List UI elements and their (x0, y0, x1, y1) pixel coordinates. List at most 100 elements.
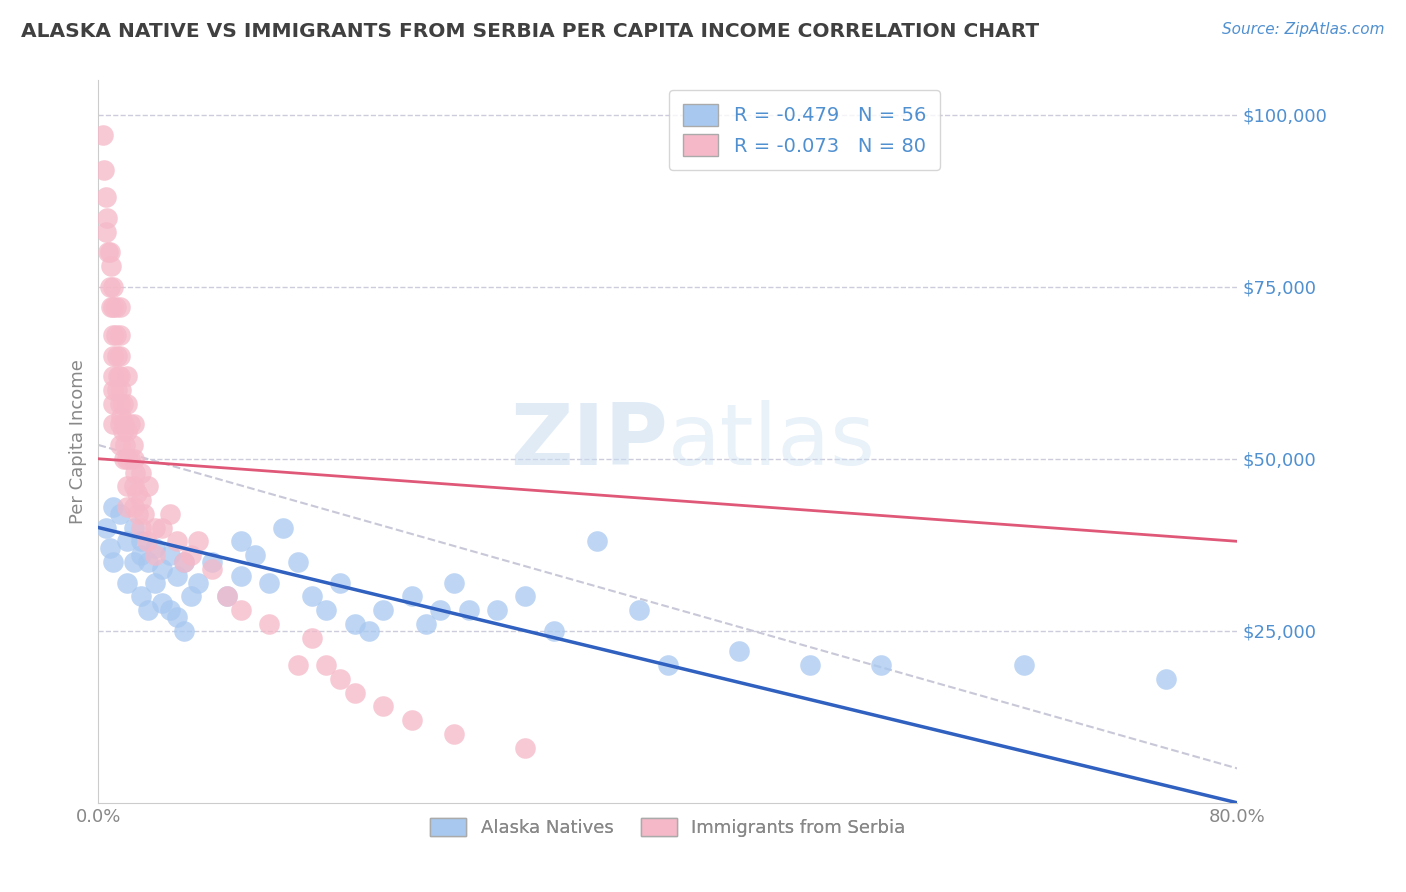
Point (145, 548, 167, 562)
Point (728, 644, 751, 658)
Point (108, 301, 131, 315)
Point (259, 616, 281, 631)
Point (111, 397, 134, 411)
Point (94, 225, 117, 239)
Point (108, 327, 131, 342)
Point (315, 658, 337, 673)
Point (101, 301, 124, 315)
Point (93, 162, 115, 177)
Point (273, 520, 295, 534)
Point (105, 349, 128, 363)
Point (115, 479, 138, 493)
Point (115, 424, 138, 438)
Point (101, 397, 124, 411)
Point (129, 493, 152, 508)
Point (132, 507, 155, 521)
Y-axis label: Per Capita Income: Per Capita Income (69, 359, 87, 524)
Point (101, 555, 124, 569)
Point (122, 451, 145, 466)
Point (145, 520, 167, 534)
Point (129, 548, 152, 562)
Point (118, 451, 141, 466)
Point (129, 520, 152, 534)
Point (145, 541, 167, 556)
Point (357, 624, 380, 638)
Point (107, 369, 129, 384)
Point (166, 610, 188, 624)
Point (515, 590, 537, 604)
Point (121, 438, 143, 452)
Point (443, 575, 465, 590)
Point (94, 190, 117, 204)
Point (215, 590, 238, 604)
Point (1012, 658, 1035, 673)
Point (101, 500, 124, 514)
Point (187, 575, 209, 590)
Point (100, 301, 122, 315)
Point (443, 727, 465, 741)
Point (415, 616, 437, 631)
Point (129, 590, 152, 604)
Point (101, 349, 124, 363)
Point (112, 451, 135, 466)
Point (115, 575, 138, 590)
Point (112, 417, 135, 432)
Point (159, 603, 181, 617)
Point (1154, 672, 1177, 686)
Point (180, 590, 202, 604)
Point (108, 438, 131, 452)
Point (129, 534, 152, 549)
Point (104, 327, 127, 342)
Point (543, 624, 565, 638)
Point (173, 555, 195, 569)
Point (114, 438, 136, 452)
Point (187, 534, 209, 549)
Text: ALASKA NATIVE VS IMMIGRANTS FROM SERBIA PER CAPITA INCOME CORRELATION CHART: ALASKA NATIVE VS IMMIGRANTS FROM SERBIA … (21, 22, 1039, 41)
Point (329, 672, 352, 686)
Point (173, 624, 195, 638)
Text: ZIP: ZIP (510, 400, 668, 483)
Point (96, 211, 118, 225)
Point (108, 507, 131, 521)
Point (152, 596, 174, 610)
Point (122, 417, 145, 432)
Point (115, 534, 138, 549)
Point (329, 575, 352, 590)
Point (343, 686, 366, 700)
Point (173, 555, 195, 569)
Point (98, 245, 121, 260)
Point (159, 507, 181, 521)
Point (657, 658, 679, 673)
Point (229, 603, 252, 617)
Point (111, 424, 134, 438)
Point (105, 383, 128, 397)
Point (201, 555, 224, 569)
Point (373, 699, 395, 714)
Point (870, 658, 893, 673)
Point (108, 397, 131, 411)
Point (101, 327, 124, 342)
Point (229, 534, 252, 549)
Point (180, 548, 202, 562)
Point (287, 658, 309, 673)
Point (101, 369, 124, 384)
Point (98, 541, 121, 556)
Point (243, 548, 266, 562)
Point (122, 500, 145, 514)
Point (799, 658, 821, 673)
Point (152, 562, 174, 576)
Point (373, 603, 395, 617)
Point (122, 520, 145, 534)
Point (129, 466, 152, 480)
Point (401, 590, 423, 604)
Point (486, 603, 509, 617)
Point (135, 534, 157, 549)
Point (108, 369, 131, 384)
Point (401, 713, 423, 727)
Point (110, 383, 132, 397)
Point (429, 603, 451, 617)
Point (101, 417, 124, 432)
Point (166, 568, 188, 582)
Point (515, 740, 537, 755)
Point (166, 534, 188, 549)
